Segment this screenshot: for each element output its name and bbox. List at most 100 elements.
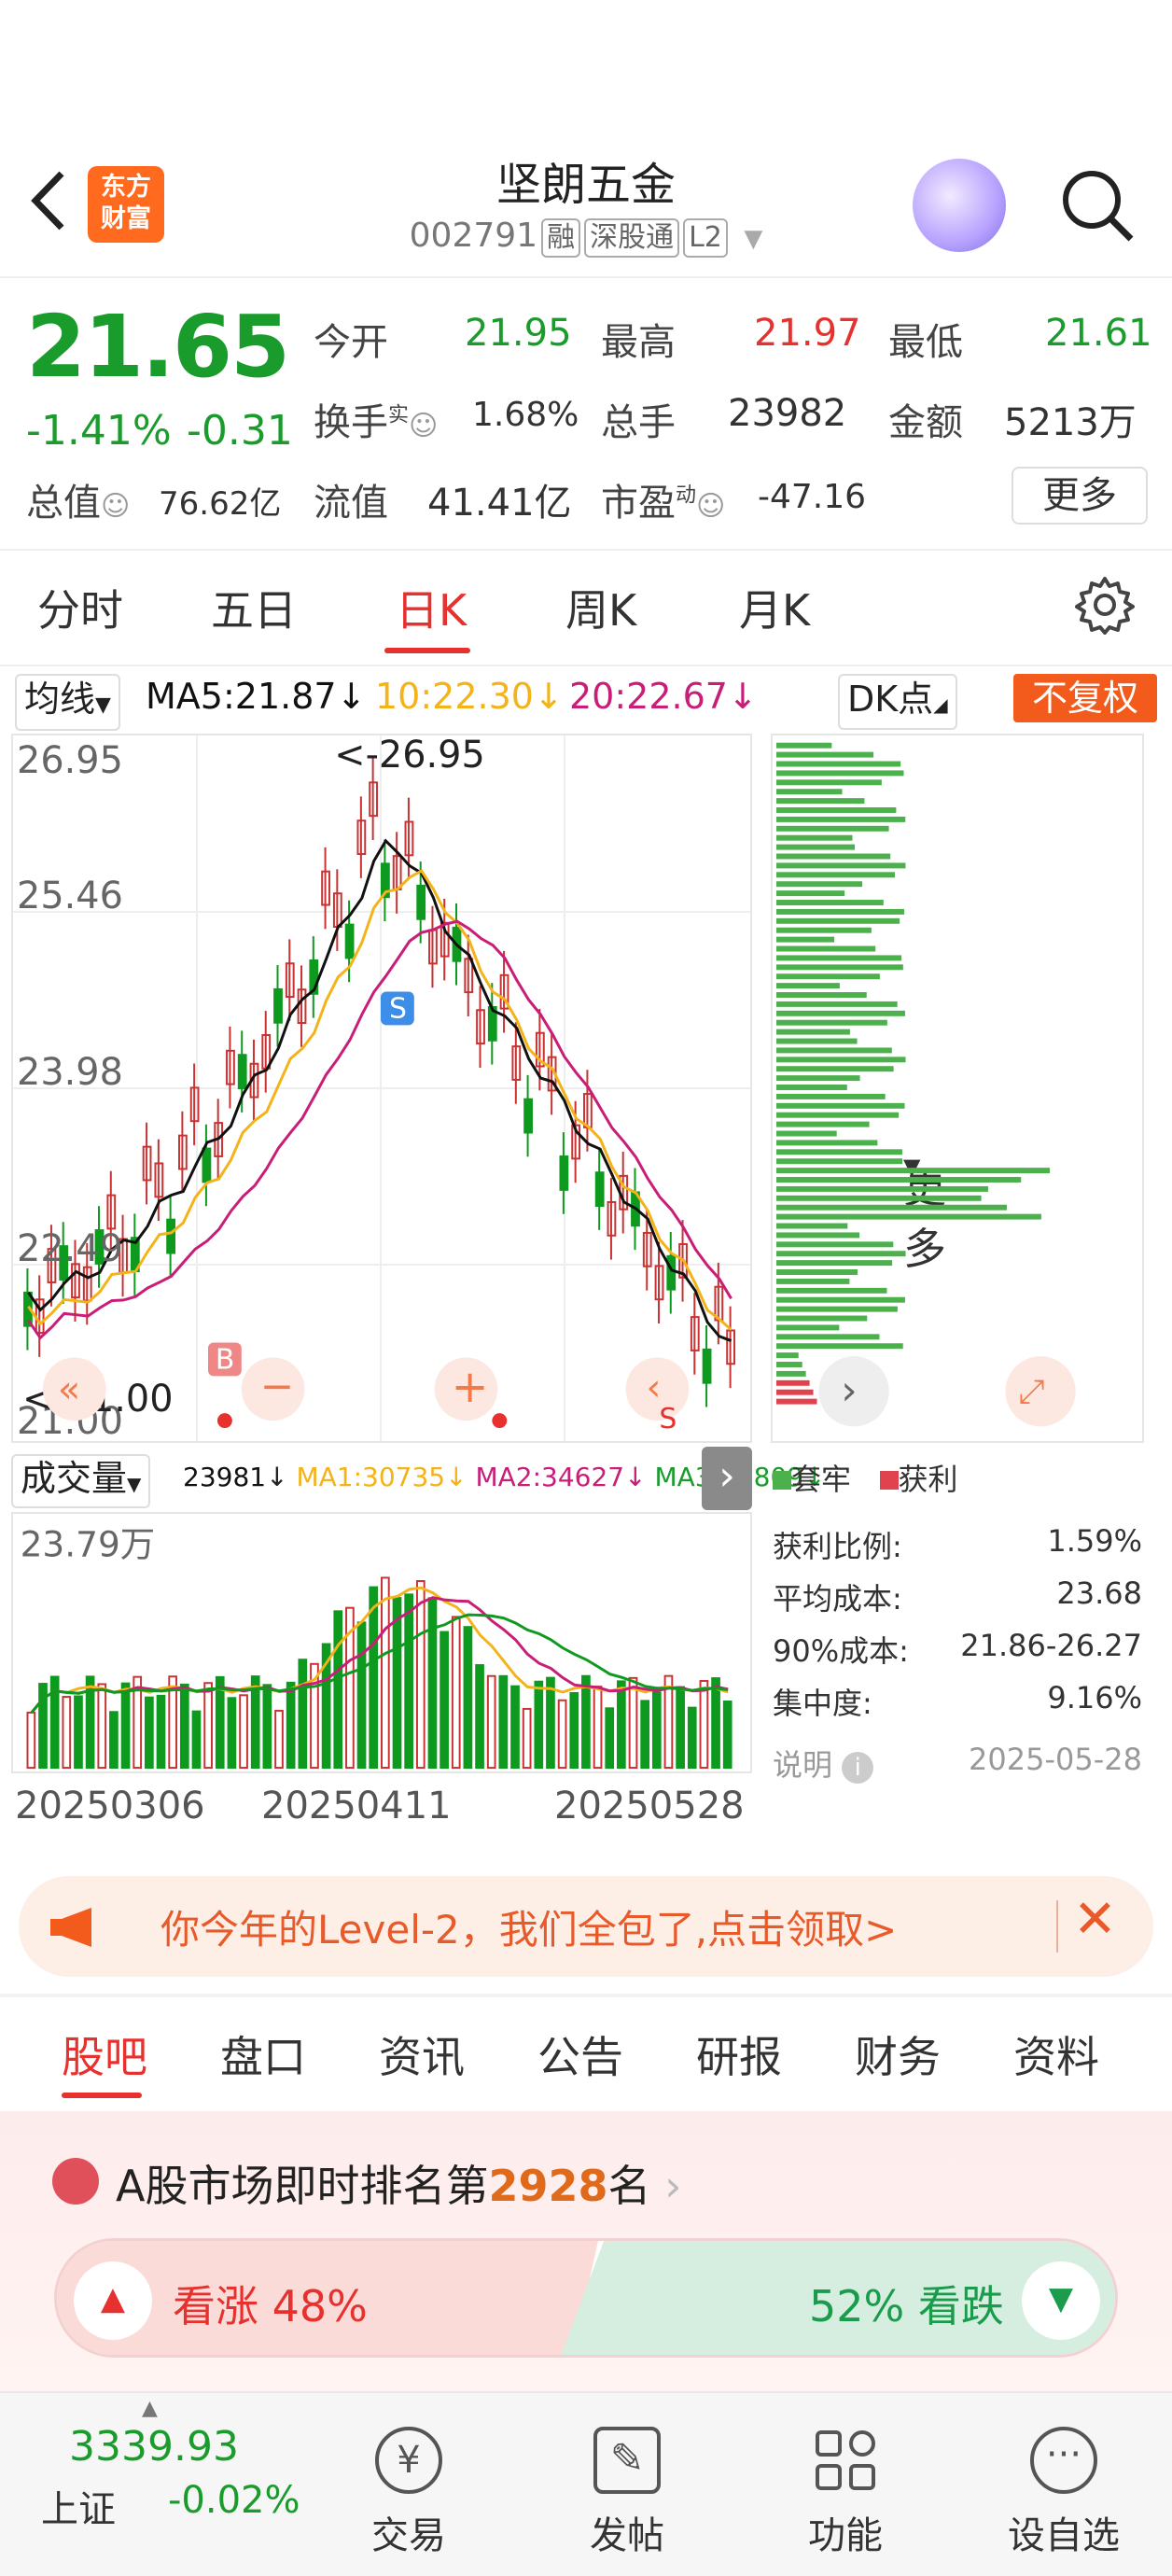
chip-note-row[interactable]: 说明 i 2025-05-28 <box>773 1742 1142 1785</box>
stat-value: 23.68 <box>1056 1575 1142 1611</box>
vote-down-label: 52% 看跌 <box>809 2281 1004 2331</box>
nav-function[interactable]: 功能 <box>771 2427 920 2559</box>
pe-label: 市盈动☺ <box>601 472 725 526</box>
candle-body <box>369 781 379 818</box>
dropdown-triangle-icon: ▼ <box>127 1473 142 1495</box>
vote-bar: ▲ 看涨 48% 52% 看跌 ▼ <box>54 2238 1118 2358</box>
more-button[interactable]: 更多 <box>1012 467 1148 525</box>
nav-post[interactable]: ✎ 发帖 <box>552 2427 702 2559</box>
chip-bar <box>775 1093 886 1099</box>
tab-monthly-k[interactable]: 月K <box>739 585 811 636</box>
assistant-robot-icon[interactable] <box>913 159 1006 252</box>
ma-line <box>27 869 732 1331</box>
plus-icon: + <box>452 1362 489 1413</box>
volume-chart[interactable]: 23.79万 20250306 <box>11 1512 752 1773</box>
volume-ma-line <box>30 1613 729 1714</box>
candle-body <box>285 962 295 999</box>
tab-daily-k[interactable]: 日K <box>396 585 467 636</box>
tab-weekly-k[interactable]: 周K <box>565 585 637 636</box>
volume-value: 23982 <box>728 392 847 435</box>
chip-bar <box>775 1130 837 1137</box>
mktcap-value: 76.62亿 <box>159 485 282 523</box>
subtab-research[interactable]: 研报 <box>696 2032 782 2082</box>
volume-bar <box>227 1697 237 1770</box>
chip-bar <box>775 1029 850 1035</box>
vote-down-icon[interactable]: ▼ <box>1022 2261 1100 2340</box>
vol-ma2: MA2:34627 <box>475 1462 625 1492</box>
expand-panel-button[interactable]: › <box>702 1447 752 1510</box>
tab-five-day[interactable]: 五日 <box>211 585 297 636</box>
volume-selector[interactable]: 成交量▼ <box>11 1454 151 1508</box>
dropdown-triangle-icon: ▼ <box>95 693 111 717</box>
tag-connect: 深股通 <box>584 218 680 258</box>
stock-code-row[interactable]: 002791 融深股通 L2 ▼ <box>0 217 1172 258</box>
scroll-left-button[interactable] <box>625 1357 690 1421</box>
rank-text[interactable]: A股市场即时排名第2928名 › <box>116 2152 682 2214</box>
expand-button[interactable] <box>1005 1356 1076 1427</box>
high-value: 21.97 <box>754 312 861 355</box>
chip-bar <box>775 890 845 897</box>
turnover-value: 1.68% <box>472 396 579 434</box>
chip-distribution-chart[interactable]: › ⤢ <box>771 734 1144 1443</box>
chip-bar <box>775 881 862 888</box>
ma-selector[interactable]: 均线▼ <box>15 674 120 731</box>
tab-intraday[interactable]: 分时 <box>37 585 123 636</box>
volume-bar <box>26 1711 36 1770</box>
vote-up-icon[interactable]: ▲ <box>74 2261 152 2340</box>
volume-bar <box>321 1643 331 1770</box>
mktcap-label: 总值☺ <box>26 472 130 526</box>
volume-bar <box>628 1676 638 1770</box>
index-name: 上证 <box>41 2488 116 2531</box>
dk-point-button[interactable]: DK点◢ <box>838 674 957 730</box>
buy-marker[interactable] <box>207 1342 242 1377</box>
nav-add-watchlist[interactable]: ··· 设自选 <box>989 2427 1138 2559</box>
candle-body <box>678 1242 688 1279</box>
down-arrow-icon: ↓ <box>803 1462 826 1492</box>
volume-bar <box>38 1683 48 1770</box>
chip-bar <box>775 1168 1051 1174</box>
down-arrow-icon: ↓ <box>336 676 367 717</box>
subtab-forum[interactable]: 股吧 <box>62 2032 147 2082</box>
volume-bar <box>62 1696 72 1770</box>
candle-body <box>654 1265 664 1301</box>
date-label-start: 20250306 <box>15 1785 205 1827</box>
volume-bar <box>381 1576 390 1770</box>
subtab-announcements[interactable]: 公告 <box>537 2032 623 2082</box>
no-adjust-button[interactable]: 不复权 <box>1013 674 1157 722</box>
volume-bar <box>250 1675 260 1770</box>
chip-next-button[interactable] <box>818 1356 889 1427</box>
nav-trade[interactable]: ¥ 交易 <box>334 2427 483 2559</box>
vol-ma1: MA1:30735 <box>296 1462 446 1492</box>
volume-bar <box>286 1681 296 1770</box>
subtab-orderbook[interactable]: 盘口 <box>220 2032 306 2082</box>
back-arrow-icon[interactable] <box>26 168 73 233</box>
prev-page-button[interactable] <box>42 1357 106 1421</box>
subtab-finance[interactable]: 财务 <box>855 2032 941 2082</box>
active-subtab-indicator <box>62 2093 142 2098</box>
chip-bar <box>775 761 901 767</box>
zoom-out-button[interactable] <box>241 1357 305 1421</box>
level2-promo-banner[interactable]: 你今年的Level-2，我们全包了,点击领取> ✕ <box>19 1876 1153 1977</box>
subtab-profile[interactable]: 资料 <box>1013 2032 1099 2082</box>
volume-bar <box>97 1683 107 1770</box>
search-icon[interactable] <box>1058 166 1137 245</box>
index-value[interactable]: 3339.93 <box>69 2423 239 2471</box>
chip-bar <box>775 908 905 915</box>
chip-bar <box>775 1075 860 1082</box>
nav-add-watchlist-label: 设自选 <box>1008 2514 1120 2557</box>
candle-body <box>404 820 414 857</box>
index-expand-icon[interactable]: ▲ <box>142 2397 158 2420</box>
y-label-4: 22.49 <box>17 1227 123 1270</box>
chip-bar <box>775 1010 905 1016</box>
sell-marker[interactable] <box>381 991 414 1026</box>
chip-bar <box>775 1177 1022 1183</box>
zoom-in-button[interactable] <box>434 1357 498 1421</box>
trapped-swatch <box>773 1471 791 1490</box>
volume-bar <box>617 1680 626 1770</box>
volume-bar <box>333 1610 343 1770</box>
chip-bar <box>775 1362 802 1367</box>
subtab-news[interactable]: 资讯 <box>379 2032 465 2082</box>
settings-gear-icon[interactable] <box>1075 575 1135 635</box>
kline-chart[interactable]: 26.95 25.46 23.98 22.49 21.00 <-26.95 <-… <box>11 734 752 1443</box>
close-icon[interactable]: ✕ <box>1073 1889 1117 1950</box>
